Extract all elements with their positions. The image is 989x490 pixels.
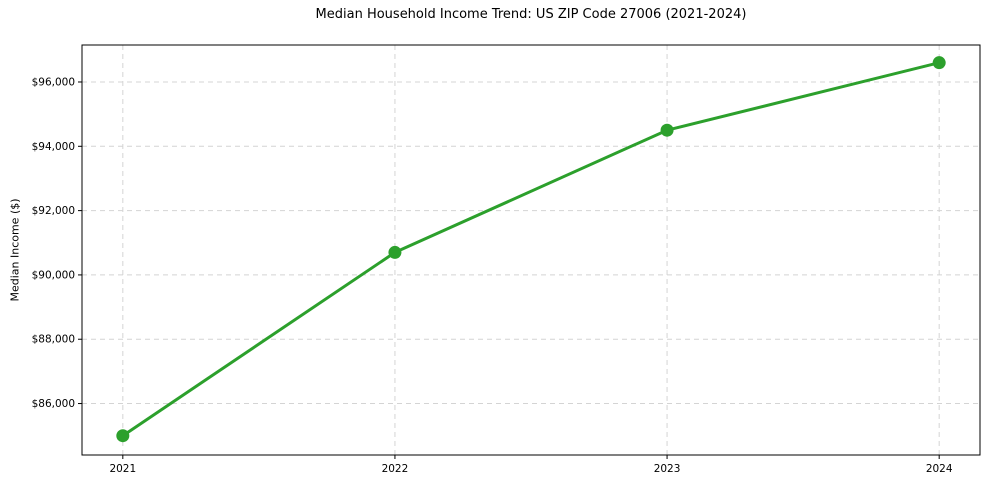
trend-line — [121, 61, 941, 438]
x-tick-label: 2023 — [654, 463, 681, 475]
y-tick-label: $94,000 — [32, 141, 75, 153]
y-tick-label: $90,000 — [32, 269, 75, 281]
x-tick-label: 2022 — [382, 463, 409, 475]
y-tick-label: $88,000 — [32, 334, 75, 346]
chart-title: Median Household Income Trend: US ZIP Co… — [315, 7, 747, 22]
data-point-marker — [116, 429, 130, 443]
data-point-marker — [388, 245, 402, 259]
x-tick-label: 2021 — [109, 463, 136, 475]
plot-border — [81, 44, 981, 456]
y-tick-label: $96,000 — [32, 76, 75, 88]
x-tick-label: 2024 — [926, 463, 953, 475]
y-tick-label: $92,000 — [32, 205, 75, 217]
y-tick-label: $86,000 — [32, 398, 75, 410]
data-point-marker — [660, 123, 674, 137]
y-axis-label: Median Income ($) — [8, 198, 22, 302]
data-point-marker — [932, 56, 946, 70]
